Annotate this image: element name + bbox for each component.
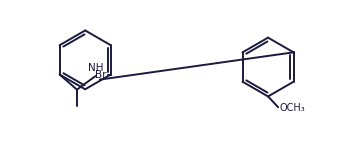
Text: Br: Br — [95, 70, 106, 79]
Text: OCH₃: OCH₃ — [280, 103, 306, 113]
Text: NH: NH — [88, 63, 103, 73]
